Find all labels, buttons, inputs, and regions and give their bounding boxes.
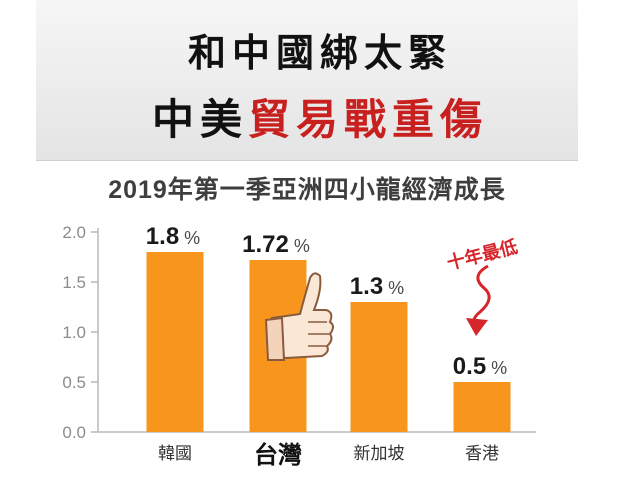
annotation-arrow — [472, 264, 491, 328]
bar-value-number: 0.5 — [453, 353, 486, 380]
bar-value-number: 1.3 — [350, 273, 383, 300]
x-category-label: 台灣 — [254, 441, 302, 469]
y-tick-label: 0.0 — [62, 423, 86, 442]
headline-line-2: 中美貿易戰重傷 — [0, 86, 640, 147]
headline-banner — [36, 0, 578, 161]
bar-value-label: 1.72% — [242, 231, 310, 258]
headline-line-1: 和中國綁太緊 — [187, 30, 452, 75]
thumbs-up-icon — [264, 272, 334, 361]
headline-line-2-red: 貿易戰重傷 — [248, 95, 489, 144]
annotation-arrowhead — [466, 318, 488, 336]
y-tick-label: 1.0 — [62, 323, 86, 342]
headline-line-2-black: 中美 — [151, 95, 248, 144]
y-tick-label: 2.0 — [62, 223, 86, 242]
bar-value-number: 1.8 — [146, 223, 179, 250]
y-tick-label: 1.5 — [62, 273, 86, 292]
bar-value-unit: % — [294, 236, 310, 256]
bar-value-unit: % — [388, 278, 404, 298]
bar-value-label: 1.8% — [146, 223, 200, 250]
x-category-label: 韓國 — [158, 444, 192, 463]
bar-value-number: 1.72 — [242, 231, 289, 258]
x-category-label: 香港 — [465, 444, 499, 463]
annotation-text: 十年最低 — [445, 236, 520, 274]
bar-value-unit: % — [184, 228, 200, 248]
bar-value-unit: % — [491, 358, 507, 378]
bar — [453, 382, 511, 432]
bar — [350, 302, 408, 432]
y-tick-label: 0.5 — [62, 373, 86, 392]
x-category-label: 新加坡 — [354, 444, 405, 463]
bar-value-label: 0.5% — [453, 353, 507, 380]
bar-value-label: 1.3% — [350, 273, 404, 300]
chart-title: 2019年第一季亞洲四小龍經濟成長 — [108, 176, 506, 204]
bar — [146, 252, 204, 432]
